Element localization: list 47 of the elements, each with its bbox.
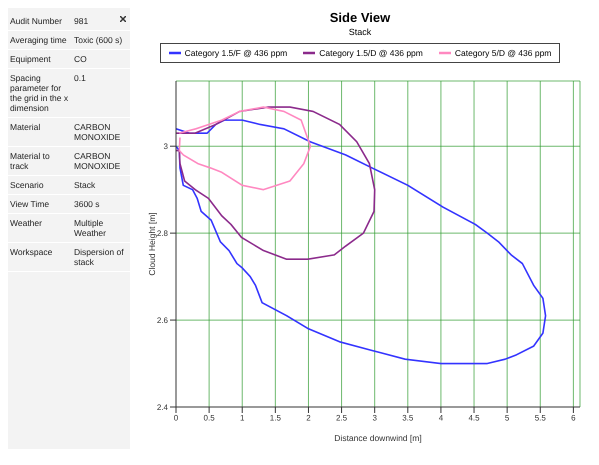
text: 981 <box>74 16 90 26</box>
x-tick-label: 2 <box>306 414 312 423</box>
text: View Time <box>10 199 50 209</box>
x-tick-label: 5.5 <box>534 414 546 423</box>
x-tick-label: 0.5 <box>204 414 216 423</box>
text: CO <box>74 54 88 64</box>
text: 3600 s <box>74 199 101 209</box>
x-tick-label: 6 <box>571 414 576 423</box>
text: Dispersion of stack <box>74 247 125 267</box>
y-tick-label: 2.8 <box>156 228 169 238</box>
text: CARBON MONOXIDE <box>74 151 122 171</box>
x-tick-label: 4 <box>438 414 444 423</box>
text: Stack <box>74 180 96 190</box>
text: Equipment <box>10 54 52 64</box>
x-tick-label: 1 <box>240 414 246 423</box>
line-series <box>176 106 376 260</box>
x-axis-title: Distance downwind [m] <box>334 433 422 443</box>
x-tick-label: 3 <box>372 414 378 423</box>
x-tick-label: 1.5 <box>270 414 282 423</box>
x-tick-label: 0 <box>174 414 179 423</box>
legend-label: Category 5/D @ 436 ppm <box>454 48 552 58</box>
line-series <box>178 106 312 190</box>
chart-title: Side View <box>328 10 392 25</box>
text: Averaging time <box>10 35 68 45</box>
y-tick-label: 3 <box>164 142 169 152</box>
text: Material <box>10 122 42 134</box>
x-tick-label: 2.5 <box>336 414 348 423</box>
text: Audit Number <box>10 16 63 26</box>
text: Scenario <box>10 180 45 190</box>
legend-label: Category 1.5/F @ 436 ppm <box>184 48 288 58</box>
text: Material to track <box>10 151 51 171</box>
text: 0.1 <box>74 73 87 85</box>
text: Toxic (600 s) <box>74 35 124 45</box>
line-series <box>176 119 546 364</box>
text: Workspace <box>10 247 54 259</box>
text: Spacing parameter for the grid in the x dimension <box>10 73 70 113</box>
y-tick-label: 2.4 <box>156 402 169 412</box>
chart-subtitle: Stack <box>348 27 372 37</box>
x-tick-label: 4.5 <box>468 414 480 423</box>
text: Multiple Weather <box>74 218 107 238</box>
x-tick-label: 3.5 <box>402 414 414 423</box>
text: CARBON MONOXIDE <box>74 122 122 142</box>
y-axis-title: Cloud Height [m] <box>147 212 158 276</box>
text: Weather <box>10 218 43 230</box>
legend-label: Category 1.5/D @ 436 ppm <box>318 48 423 58</box>
y-tick-label: 2.6 <box>156 316 169 325</box>
x-tick-label: 5 <box>504 414 510 423</box>
